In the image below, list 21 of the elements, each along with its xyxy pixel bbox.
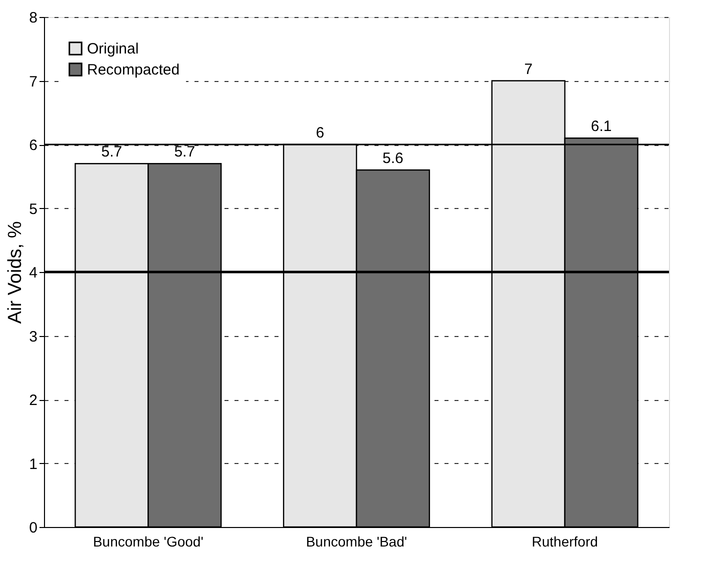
data-label: 6 <box>316 124 324 142</box>
x-tick-label: Buncombe 'Good' <box>92 534 204 550</box>
data-label: 5.7 <box>174 144 196 161</box>
x-tick-label: Rutherford <box>532 534 598 550</box>
y-tick-label: 3 <box>29 328 38 346</box>
data-label: 5.6 <box>382 150 404 167</box>
y-axis-title: Air Voids, % <box>5 221 26 324</box>
data-label: 6.1 <box>590 118 612 136</box>
y-tick-label: 0 <box>29 520 38 536</box>
y-tick-label: 5 <box>29 200 38 218</box>
y-tick-label: 8 <box>29 10 38 26</box>
legend-label: Recompacted <box>87 62 180 78</box>
y-tick-label: 7 <box>29 73 38 90</box>
y-tick-label: 1 <box>29 456 38 473</box>
data-label: 7 <box>524 60 533 78</box>
y-tick-label: 6 <box>29 137 38 154</box>
x-tick-label: Buncombe 'Bad' <box>306 534 408 550</box>
y-tick-label: 4 <box>29 264 38 282</box>
y-tick-label: 2 <box>29 392 38 409</box>
legend-label: Original <box>87 40 139 58</box>
data-label: 5.7 <box>101 144 122 161</box>
